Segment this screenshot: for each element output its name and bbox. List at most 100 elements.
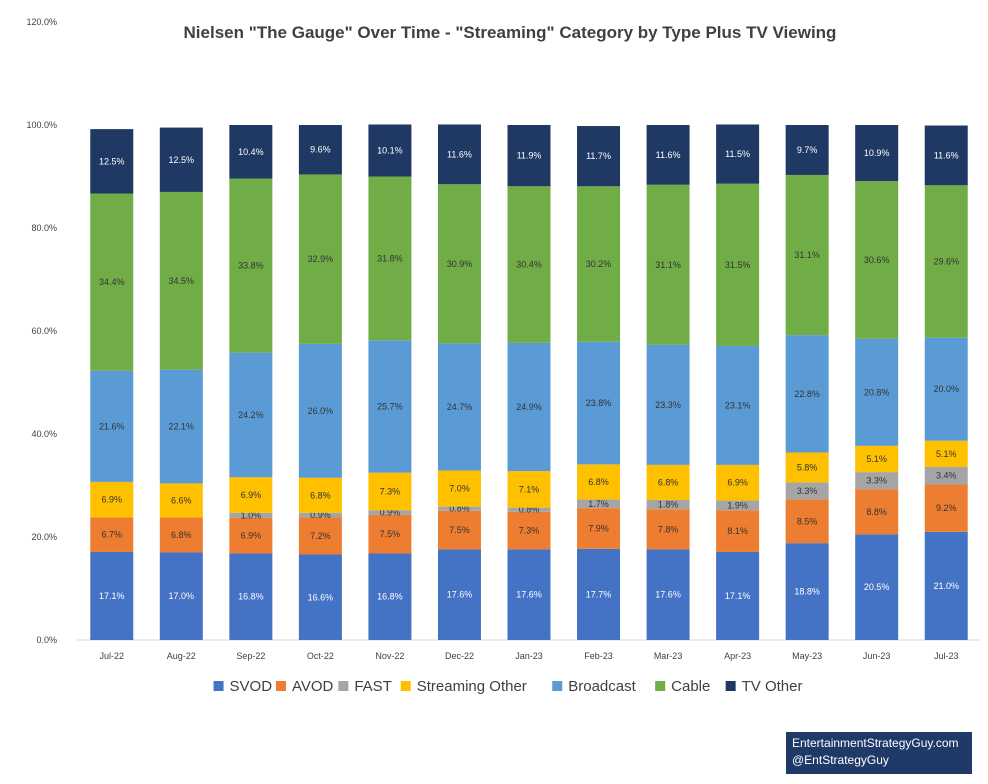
bar-segment-svod: [90, 551, 134, 640]
data-label: 6.6%: [171, 495, 192, 505]
bar-segment-cable: [507, 186, 551, 343]
bar-segment-avod: [785, 499, 829, 544]
bar-segment-tv-other: [716, 124, 760, 184]
bar-segment-tv-other: [90, 129, 134, 194]
data-label: 6.9%: [241, 490, 262, 500]
bar-segment-svod: [924, 531, 968, 640]
bar-segment-tv-other: [159, 127, 203, 192]
bar-segment-streaming-other: [368, 472, 412, 511]
bar-segment-streaming-other: [507, 471, 551, 508]
legend-label: TV Other: [742, 678, 803, 695]
watermark-handle: @EntStrategyGuy: [792, 753, 889, 767]
bar-segment-broadcast: [577, 341, 621, 465]
data-label: 23.1%: [725, 400, 751, 410]
bar-segment-broadcast: [646, 344, 690, 465]
y-tick-label: 80.0%: [31, 223, 57, 233]
data-label: 7.3%: [380, 486, 401, 496]
bar-segment-broadcast: [507, 342, 551, 472]
bar-segment-cable: [646, 184, 690, 345]
bar-segment-avod: [924, 484, 968, 532]
data-label: 1.9%: [727, 500, 748, 510]
data-label: 8.8%: [866, 507, 887, 517]
data-label: 6.8%: [588, 477, 609, 487]
x-tick-label: Jul-22: [100, 651, 125, 661]
data-label: 22.1%: [169, 422, 195, 432]
data-label: 7.1%: [519, 484, 540, 494]
data-label: 23.3%: [655, 400, 681, 410]
data-label: 0.9%: [310, 510, 331, 520]
bar-segment-fast: [507, 507, 551, 512]
data-label: 17.6%: [655, 590, 681, 600]
bar-segment-svod: [159, 552, 203, 640]
data-label: 7.0%: [449, 484, 470, 494]
data-label: 17.1%: [725, 591, 751, 601]
bar-segment-avod: [437, 510, 481, 550]
data-label: 17.1%: [99, 591, 125, 601]
y-tick-label: 40.0%: [31, 429, 57, 439]
x-tick-label: Jun-23: [863, 651, 891, 661]
data-label: 24.9%: [516, 402, 542, 412]
data-label: 12.5%: [169, 155, 195, 165]
bar-segment-cable: [229, 178, 273, 353]
legend-swatch: [400, 681, 411, 691]
data-label: 6.9%: [241, 531, 262, 541]
data-label: 17.7%: [586, 589, 612, 599]
data-label: 22.8%: [794, 389, 820, 399]
bar-segment-streaming-other: [229, 477, 273, 513]
bar-segment-fast: [646, 499, 690, 510]
bar-segment-tv-other: [368, 124, 412, 177]
data-label: 17.6%: [447, 590, 473, 600]
chart-title: Nielsen "The Gauge" Over Time - "Streami…: [184, 23, 837, 42]
legend-swatch: [213, 681, 224, 691]
bar-segment-cable: [924, 185, 968, 338]
data-label: 20.8%: [864, 387, 890, 397]
x-tick-label: Sep-22: [236, 651, 265, 661]
bar-segment-cable: [716, 183, 760, 346]
bar-segment-svod: [855, 534, 899, 640]
bar-segment-svod: [298, 554, 342, 640]
x-tick-label: Nov-22: [375, 651, 404, 661]
data-label: 8.1%: [727, 526, 748, 536]
data-label: 6.9%: [727, 478, 748, 488]
y-tick-label: 60.0%: [31, 326, 57, 336]
bar-segment-fast: [437, 506, 481, 511]
data-label: 9.2%: [936, 503, 957, 513]
data-label: 11.6%: [656, 150, 681, 160]
data-label: 5.1%: [936, 449, 957, 459]
data-label: 17.6%: [516, 590, 542, 600]
bar-segment-broadcast: [229, 352, 273, 478]
x-tick-label: Dec-22: [445, 651, 474, 661]
bar-segment-streaming-other: [577, 464, 621, 500]
data-label: 30.6%: [864, 255, 890, 265]
bar-segment-avod: [646, 509, 690, 550]
bar-segment-tv-other: [785, 125, 829, 175]
data-label: 34.5%: [169, 276, 195, 286]
legend-swatch: [275, 681, 286, 691]
bar-segment-broadcast: [368, 340, 412, 473]
data-label: 12.5%: [99, 156, 125, 166]
data-label: 31.1%: [794, 250, 820, 260]
data-label: 31.1%: [655, 260, 681, 270]
data-label: 32.9%: [308, 254, 334, 264]
data-label: 20.5%: [864, 582, 890, 592]
legend-swatch: [552, 681, 563, 691]
data-label: 1.8%: [658, 500, 679, 510]
data-label: 6.8%: [171, 530, 192, 540]
watermark: EntertainmentStrategyGuy.com @EntStrateg…: [786, 732, 972, 774]
data-label: 31.5%: [725, 260, 751, 270]
bar-segment-tv-other: [298, 125, 342, 175]
data-label: 7.5%: [380, 529, 401, 539]
legend-swatch: [655, 681, 666, 691]
bar-segment-fast: [229, 512, 273, 518]
bar-segment-fast: [298, 512, 342, 518]
y-tick-label: 120.0%: [26, 17, 57, 27]
bar-segment-broadcast: [298, 343, 342, 478]
data-label: 9.7%: [797, 145, 818, 155]
bar-segment-streaming-other: [298, 477, 342, 513]
bar-segment-svod: [716, 551, 760, 640]
bar-segment-cable: [368, 176, 412, 341]
bar-segment-svod: [785, 543, 829, 640]
bar-segment-streaming-other: [855, 445, 899, 473]
data-label: 26.0%: [308, 406, 334, 416]
data-label: 8.5%: [797, 516, 818, 526]
